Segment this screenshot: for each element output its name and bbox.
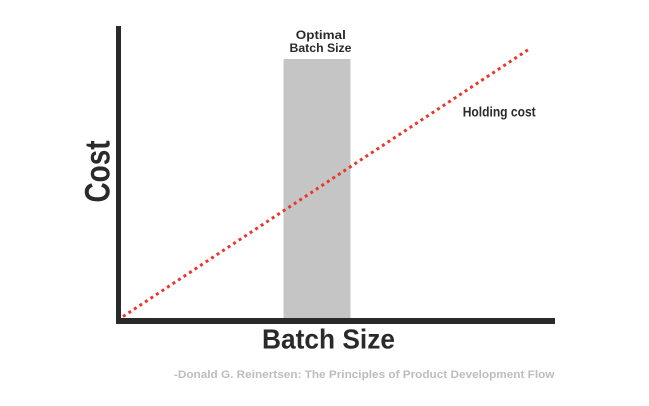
- svg-text:Batch Size: Batch Size: [290, 43, 352, 55]
- svg-text:Batch Size: Batch Size: [262, 324, 395, 355]
- svg-text:-Donald G. Reinertsen: The Pri: -Donald G. Reinertsen: The Principles of…: [174, 369, 555, 381]
- svg-text:Optimal: Optimal: [296, 30, 346, 42]
- svg-text:Holding cost: Holding cost: [463, 104, 536, 120]
- svg-text:Cost: Cost: [78, 140, 118, 202]
